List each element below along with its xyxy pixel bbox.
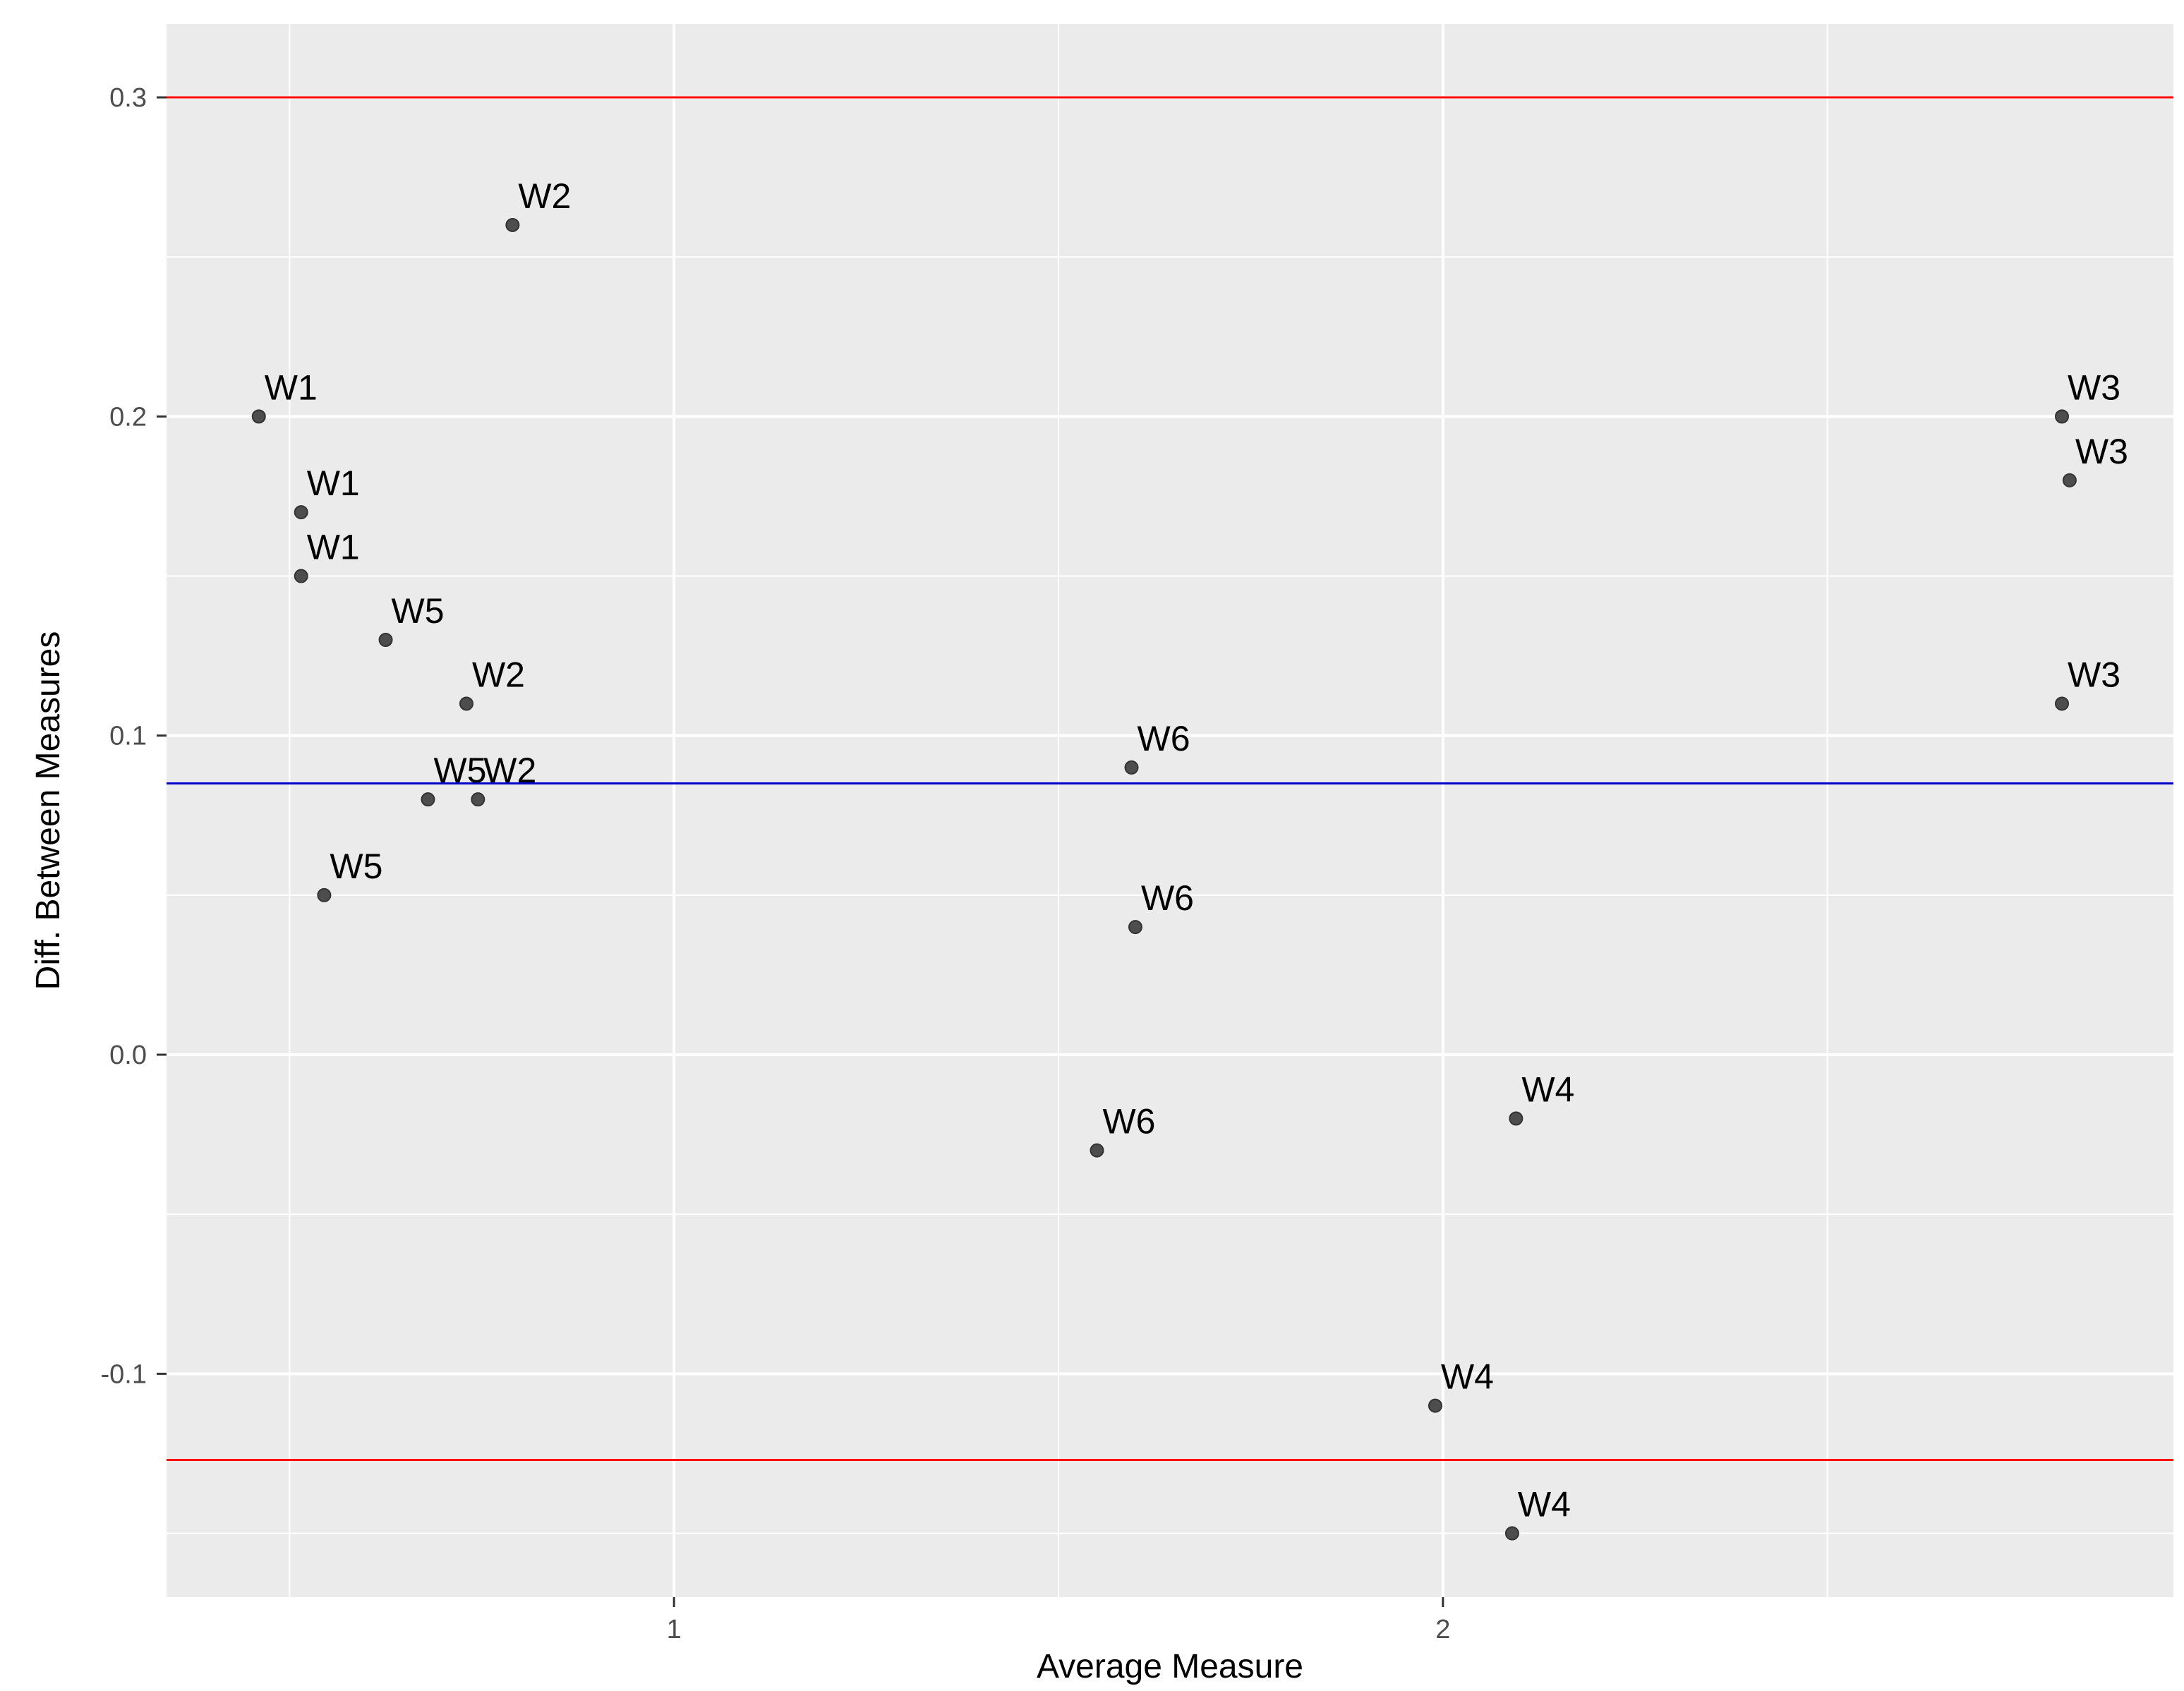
- data-point: [459, 696, 473, 711]
- data-point: [2062, 473, 2077, 487]
- y-tick-label: 0.1: [109, 722, 147, 751]
- point-label: W3: [2068, 368, 2120, 407]
- point-label: W2: [472, 655, 525, 694]
- data-point: [251, 409, 266, 424]
- point-label: W1: [265, 368, 318, 407]
- data-point: [378, 633, 393, 648]
- data-point: [2055, 409, 2069, 424]
- data-point: [505, 217, 520, 232]
- point-label: W1: [307, 528, 360, 567]
- point-label: W5: [433, 751, 486, 790]
- data-point: [1509, 1111, 1524, 1126]
- data-point: [471, 792, 485, 807]
- data-point: [2055, 696, 2069, 711]
- plot-panel: [167, 24, 2173, 1597]
- y-tick-label: -0.1: [101, 1359, 147, 1389]
- point-label: W5: [330, 847, 382, 886]
- point-label: W3: [2068, 655, 2120, 694]
- point-label: W2: [483, 751, 536, 790]
- data-point: [294, 569, 308, 583]
- point-label: W3: [2075, 432, 2128, 471]
- point-label: W6: [1138, 719, 1190, 758]
- data-point: [1504, 1526, 1519, 1541]
- point-label: W2: [518, 176, 571, 216]
- data-point: [1128, 920, 1142, 935]
- x-tick-label: 2: [1435, 1615, 1450, 1644]
- tick-labels: -0.1 0.0 0.1 0.2 0.3 1 2: [101, 83, 1451, 1644]
- point-label: W4: [1441, 1357, 1494, 1397]
- data-point: [421, 792, 435, 807]
- point-label: W1: [307, 463, 360, 503]
- point-label: W5: [392, 591, 445, 631]
- point-label: W4: [1521, 1070, 1574, 1110]
- y-tick-label: 0.3: [109, 83, 147, 113]
- point-label: W6: [1102, 1102, 1155, 1141]
- data-point: [294, 505, 308, 520]
- data-points: [251, 217, 2077, 1541]
- x-axis-title: Average Measure: [1037, 1648, 1303, 1685]
- point-label: W4: [1518, 1485, 1571, 1525]
- y-axis-title: Diff. Between Measures: [30, 631, 67, 990]
- data-point: [1090, 1143, 1104, 1158]
- point-labels: W1 W1 W1 W2 W2 W2 W3 W3 W3 W4 W4 W4 W5 W5 W5 W6 W6 W6: [265, 176, 2128, 1525]
- point-label: W6: [1141, 878, 1194, 918]
- y-tick-label: 0.0: [109, 1041, 147, 1070]
- reference-lines: [167, 96, 2173, 1461]
- y-tick-label: 0.2: [109, 402, 147, 432]
- data-point: [1124, 760, 1139, 775]
- data-point: [1428, 1398, 1442, 1413]
- x-tick-label: 1: [667, 1615, 682, 1644]
- data-point: [317, 887, 332, 902]
